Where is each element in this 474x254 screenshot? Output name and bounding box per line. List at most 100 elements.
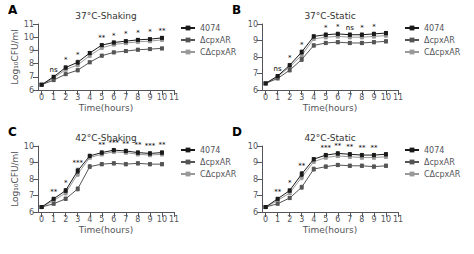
svg-text:**: ** bbox=[274, 188, 282, 196]
svg-text:9: 9 bbox=[147, 215, 152, 224]
svg-text:5: 5 bbox=[323, 215, 328, 224]
svg-text:*: * bbox=[288, 179, 292, 187]
svg-text:4074: 4074 bbox=[424, 146, 444, 155]
svg-text:Time(hours): Time(hours) bbox=[302, 103, 357, 113]
svg-text:***: *** bbox=[109, 139, 120, 147]
svg-text:**: ** bbox=[158, 27, 166, 35]
svg-text:9: 9 bbox=[29, 46, 34, 55]
svg-text:2: 2 bbox=[287, 93, 292, 102]
svg-text:1: 1 bbox=[51, 215, 56, 224]
svg-text:**: ** bbox=[298, 162, 306, 170]
svg-text:ΔcpxAR: ΔcpxAR bbox=[200, 36, 231, 45]
svg-text:10: 10 bbox=[157, 93, 167, 102]
svg-text:**: ** bbox=[98, 34, 106, 42]
svg-text:10: 10 bbox=[381, 215, 391, 224]
svg-text:B: B bbox=[232, 3, 241, 17]
svg-text:4: 4 bbox=[87, 215, 92, 224]
svg-text:ns: ns bbox=[50, 66, 58, 74]
svg-text:9: 9 bbox=[29, 158, 34, 167]
svg-text:A: A bbox=[8, 3, 18, 17]
svg-text:6: 6 bbox=[253, 86, 258, 95]
svg-text:Time(hours): Time(hours) bbox=[78, 103, 133, 113]
svg-text:6: 6 bbox=[29, 86, 34, 95]
svg-text:6: 6 bbox=[29, 208, 34, 217]
svg-text:0: 0 bbox=[39, 215, 44, 224]
svg-text:6: 6 bbox=[335, 93, 340, 102]
svg-text:**: ** bbox=[334, 142, 342, 150]
svg-text:11: 11 bbox=[169, 215, 179, 224]
svg-text:5: 5 bbox=[99, 93, 104, 102]
svg-text:***: *** bbox=[145, 142, 156, 150]
svg-text:0: 0 bbox=[263, 215, 268, 224]
svg-text:*: * bbox=[64, 56, 68, 64]
svg-text:2: 2 bbox=[287, 215, 292, 224]
svg-text:ns: ns bbox=[274, 65, 282, 73]
svg-text:0: 0 bbox=[39, 93, 44, 102]
svg-text:7: 7 bbox=[347, 215, 352, 224]
svg-text:10: 10 bbox=[24, 142, 34, 151]
svg-text:3: 3 bbox=[75, 93, 80, 102]
svg-text:8: 8 bbox=[135, 215, 140, 224]
svg-text:1: 1 bbox=[51, 93, 56, 102]
svg-text:ΔcpxAR: ΔcpxAR bbox=[424, 158, 455, 167]
svg-text:3: 3 bbox=[299, 93, 304, 102]
svg-text:4074: 4074 bbox=[200, 146, 220, 155]
svg-text:*: * bbox=[76, 51, 80, 59]
svg-text:8: 8 bbox=[359, 93, 364, 102]
svg-text:0: 0 bbox=[263, 93, 268, 102]
svg-text:**: ** bbox=[50, 188, 58, 196]
svg-text:10: 10 bbox=[24, 33, 34, 42]
svg-text:10: 10 bbox=[381, 93, 391, 102]
svg-text:*: * bbox=[372, 23, 376, 31]
svg-text:*: * bbox=[300, 41, 304, 49]
svg-text:*: * bbox=[288, 54, 292, 62]
svg-text:**: ** bbox=[98, 141, 106, 149]
svg-text:3: 3 bbox=[299, 215, 304, 224]
svg-text:4: 4 bbox=[311, 215, 316, 224]
svg-text:7: 7 bbox=[253, 191, 258, 200]
svg-text:4074: 4074 bbox=[200, 24, 220, 33]
svg-text:ΔcpxAR: ΔcpxAR bbox=[200, 158, 231, 167]
svg-text:1: 1 bbox=[275, 93, 280, 102]
svg-text:37°C-Static: 37°C-Static bbox=[304, 11, 355, 21]
svg-text:8: 8 bbox=[135, 93, 140, 102]
svg-text:11: 11 bbox=[393, 215, 403, 224]
svg-text:2: 2 bbox=[63, 215, 68, 224]
svg-text:8: 8 bbox=[29, 175, 34, 184]
svg-text:9: 9 bbox=[147, 93, 152, 102]
svg-text:Time(hours): Time(hours) bbox=[302, 225, 357, 235]
svg-text:9: 9 bbox=[371, 215, 376, 224]
svg-text:*: * bbox=[112, 32, 116, 40]
svg-text:***: *** bbox=[321, 144, 332, 152]
svg-text:8: 8 bbox=[253, 53, 258, 62]
svg-text:8: 8 bbox=[359, 215, 364, 224]
svg-text:*: * bbox=[124, 30, 128, 38]
svg-text:*: * bbox=[136, 29, 140, 37]
svg-text:ΔcpxAR: ΔcpxAR bbox=[424, 36, 455, 45]
svg-text:*: * bbox=[64, 179, 68, 187]
svg-text:10: 10 bbox=[157, 215, 167, 224]
svg-text:11: 11 bbox=[169, 93, 179, 102]
svg-text:*: * bbox=[148, 28, 152, 36]
svg-text:ns: ns bbox=[346, 24, 354, 32]
svg-text:11: 11 bbox=[393, 93, 403, 102]
svg-text:4: 4 bbox=[311, 93, 316, 102]
svg-text:11: 11 bbox=[24, 20, 34, 29]
svg-text:CΔcpxAR: CΔcpxAR bbox=[424, 170, 461, 179]
svg-text:**: ** bbox=[122, 140, 130, 148]
svg-text:Log₁₀CFU/ml: Log₁₀CFU/ml bbox=[10, 29, 20, 85]
svg-text:5: 5 bbox=[323, 93, 328, 102]
svg-text:***: *** bbox=[72, 159, 83, 167]
svg-text:37°C-Shaking: 37°C-Shaking bbox=[75, 11, 137, 21]
svg-text:3: 3 bbox=[75, 215, 80, 224]
svg-text:CΔcpxAR: CΔcpxAR bbox=[200, 170, 237, 179]
svg-text:8: 8 bbox=[253, 175, 258, 184]
svg-text:**: ** bbox=[346, 143, 354, 151]
svg-text:6: 6 bbox=[253, 208, 258, 217]
svg-text:7: 7 bbox=[123, 215, 128, 224]
svg-text:**: ** bbox=[158, 141, 166, 149]
svg-text:8: 8 bbox=[29, 59, 34, 68]
svg-text:9: 9 bbox=[253, 158, 258, 167]
svg-text:4074: 4074 bbox=[424, 24, 444, 33]
svg-text:10: 10 bbox=[248, 142, 258, 151]
